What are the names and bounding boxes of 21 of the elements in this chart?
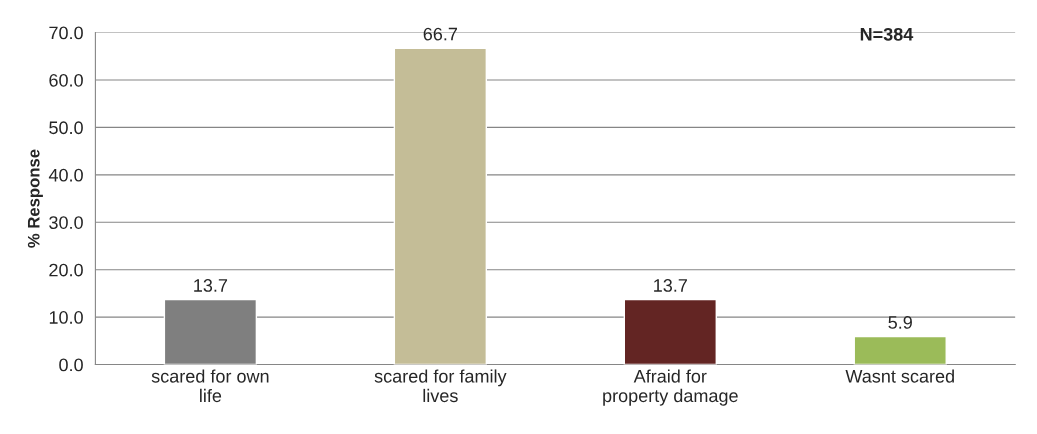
bar: [853, 335, 947, 365]
data-label: 13.7: [654, 279, 687, 292]
data-label: 66.7: [423, 27, 457, 41]
y-tick-label: 40.0: [48, 168, 83, 182]
data-label: 5.9: [888, 316, 912, 329]
bar: [623, 298, 717, 365]
x-tick-label: Afraid for property damage: [603, 369, 738, 406]
data-label: 13.7: [194, 279, 228, 292]
x-tick-label: scared for own life: [151, 369, 269, 403]
y-tick-label: 70.0: [49, 26, 83, 40]
y-tick-label: 20.0: [49, 263, 83, 277]
x-tick-label: scared for family lives: [374, 369, 507, 403]
y-tick-label: 30.0: [49, 216, 83, 229]
y-tick-label: 50.0: [49, 121, 83, 135]
y-axis-title: % Response: [27, 149, 43, 248]
bar: [393, 47, 488, 365]
y-tick-label: 60.0: [49, 73, 83, 87]
x-tick-label: Wasnt scared: [845, 369, 954, 383]
y-tick-label: 10.0: [49, 311, 83, 324]
annotation: N=384: [860, 27, 914, 41]
y-tick-label: 0.0: [59, 358, 83, 372]
